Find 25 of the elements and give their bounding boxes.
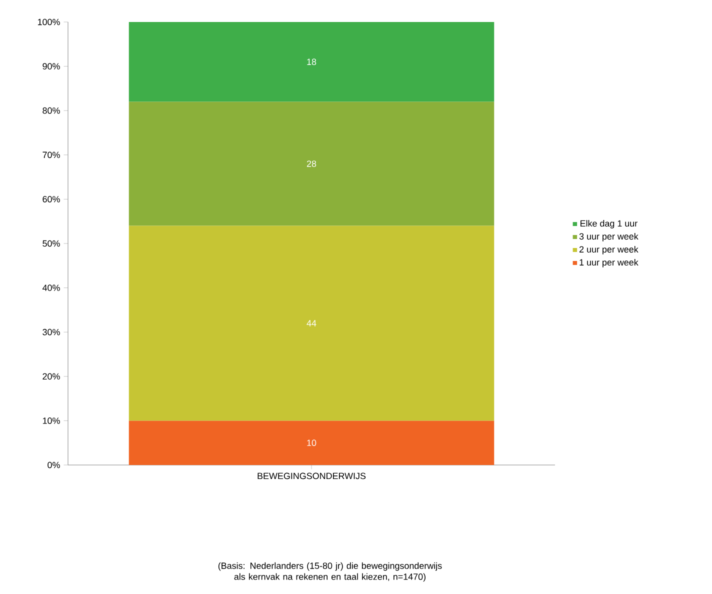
- y-tick-label: 50%: [42, 240, 60, 247]
- y-tick-label: 90%: [42, 63, 60, 70]
- text: (Basis: Nederlanders (15-80 jr) die bewegingsonderwijs als kernvak na rekenen en taal kiezen, n=1470): [218, 562, 442, 582]
- y-tick-label: 10%: [42, 418, 60, 424]
- y-tick-label: 0%: [48, 462, 60, 468]
- legend-label: 3 uur per week: [579, 233, 638, 242]
- y-tick-label: 30%: [42, 328, 60, 336]
- bar: [128, 22, 494, 102]
- y-tick-label: 40%: [42, 284, 60, 291]
- legend-label: 2 uur per week: [580, 246, 638, 254]
- legend-label: 1 uur per week: [580, 258, 638, 268]
- bar: [128, 226, 494, 421]
- legend-label: Elke dag 1 uur: [580, 220, 638, 228]
- data-label: 18: [307, 58, 316, 66]
- y-tick-label: 70%: [42, 152, 60, 158]
- data-label: 44: [306, 320, 316, 326]
- y-tick-label: 80%: [42, 107, 60, 114]
- data-label: 10: [307, 440, 316, 446]
- data-label: 28: [306, 160, 316, 167]
- y-tick-label: 20%: [42, 373, 60, 380]
- x-tick-label: BEWEGINGSONDERWIJS: [258, 472, 366, 480]
- y-tick-label: 60%: [42, 196, 60, 202]
- bar: [128, 420, 494, 465]
- bar: [128, 102, 494, 226]
- y-tick-label: 100%: [38, 18, 60, 26]
